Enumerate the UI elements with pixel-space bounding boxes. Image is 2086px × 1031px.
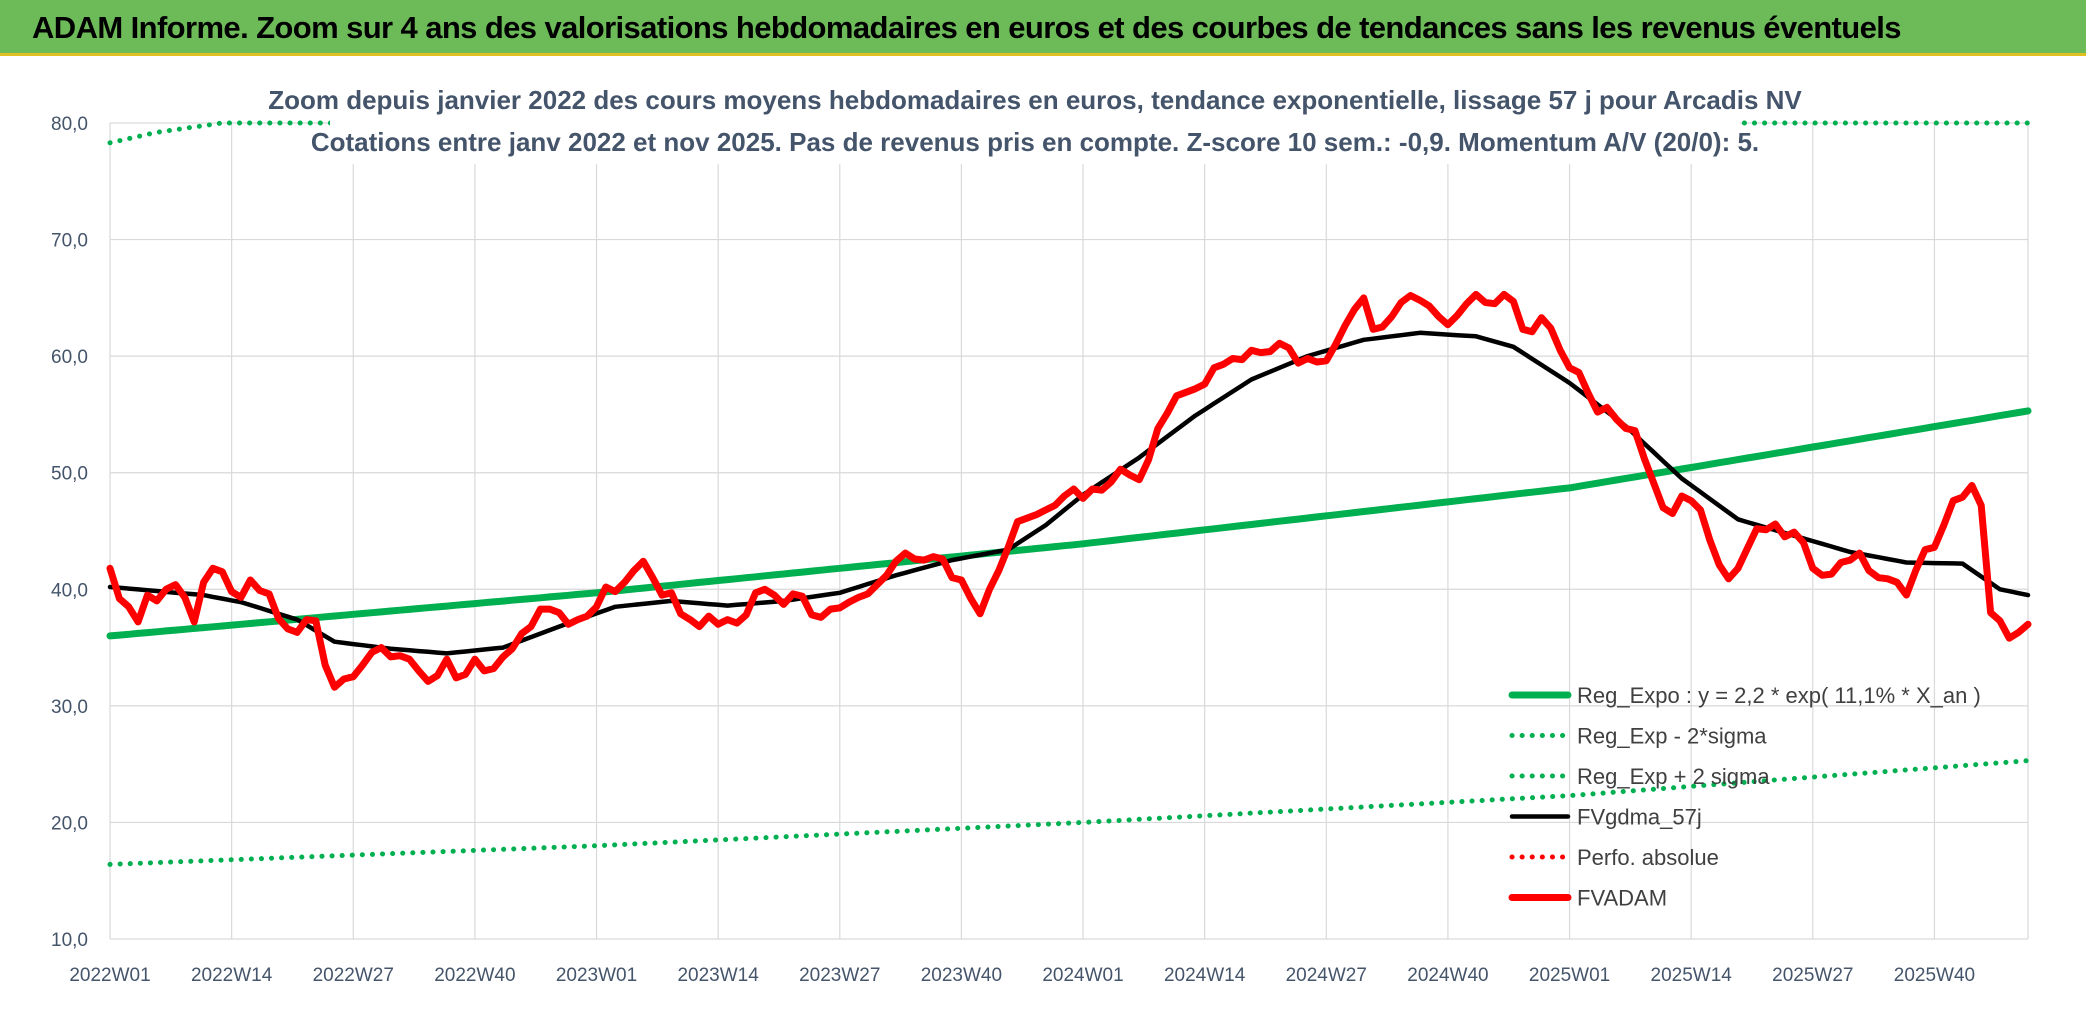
y-tick-label: 20,0 bbox=[51, 813, 88, 834]
legend-label: Reg_Exp - 2*sigma bbox=[1577, 724, 1767, 749]
x-tick-label: 2022W01 bbox=[69, 965, 150, 986]
axes: 10,0 20,0 30,0 40,0 50,0 60,0 70,0 80,0 2022W01 2… bbox=[51, 114, 1975, 986]
x-tick-label: 2023W14 bbox=[677, 965, 759, 986]
page-title: ADAM Informe. Zoom sur 4 ans des valoris… bbox=[0, 0, 2086, 56]
legend-label: FVgdma_57j bbox=[1577, 805, 1702, 830]
legend-label: Perfo. absolue bbox=[1577, 845, 1719, 870]
y-tick-label: 80,0 bbox=[51, 114, 88, 135]
chart-subtitle: Cotations entre janv 2022 et nov 2025. P… bbox=[311, 127, 1759, 157]
x-tick-label: 2025W01 bbox=[1529, 965, 1610, 986]
y-tick-label: 60,0 bbox=[51, 347, 88, 368]
legend-label: Reg_Exp + 2 sigma bbox=[1577, 764, 1770, 789]
x-tick-label: 2023W27 bbox=[799, 965, 880, 986]
y-tick-label: 10,0 bbox=[51, 930, 88, 951]
y-tick-label: 70,0 bbox=[51, 231, 88, 252]
series-line-fvadam bbox=[106, 290, 2032, 691]
y-tick-label: 50,0 bbox=[51, 464, 88, 485]
x-tick-label: 2024W01 bbox=[1042, 965, 1123, 986]
y-tick-label: 30,0 bbox=[51, 697, 88, 718]
plot-background bbox=[0, 56, 2086, 1031]
legend: Reg_Expo : y = 2,2 * exp( 11,1% * X_an )… bbox=[1508, 683, 1981, 911]
x-tick-label: 2025W40 bbox=[1894, 965, 1975, 986]
x-tick-label: 2024W27 bbox=[1286, 965, 1367, 986]
x-tick-label: 2023W40 bbox=[921, 965, 1002, 986]
chart-title: Zoom depuis janvier 2022 des cours moyen… bbox=[268, 85, 1802, 115]
y-tick-label: 40,0 bbox=[51, 580, 88, 601]
series-line-reg-expo-y-2-2-exp-11-1-x-an bbox=[106, 407, 2032, 640]
x-tick-label: 2022W14 bbox=[191, 965, 273, 986]
x-tick-label: 2024W40 bbox=[1407, 965, 1488, 986]
subtitle-background bbox=[330, 80, 1740, 164]
x-tick-label: 2025W14 bbox=[1651, 965, 1733, 986]
x-tick-label: 2022W27 bbox=[313, 965, 394, 986]
x-tick-label: 2025W27 bbox=[1772, 965, 1853, 986]
series-line-reg-exp-2-sigma bbox=[107, 758, 2031, 867]
legend-label: FVADAM bbox=[1577, 886, 1667, 911]
x-tick-label: 2022W40 bbox=[434, 965, 515, 986]
grid bbox=[109, 122, 2029, 940]
x-tick-label: 2023W01 bbox=[556, 965, 637, 986]
series-line-fvgdma-57j bbox=[107, 330, 2031, 656]
legend-label: Reg_Expo : y = 2,2 * exp( 11,1% * X_an ) bbox=[1577, 683, 1981, 708]
x-tick-label: 2024W14 bbox=[1164, 965, 1246, 986]
